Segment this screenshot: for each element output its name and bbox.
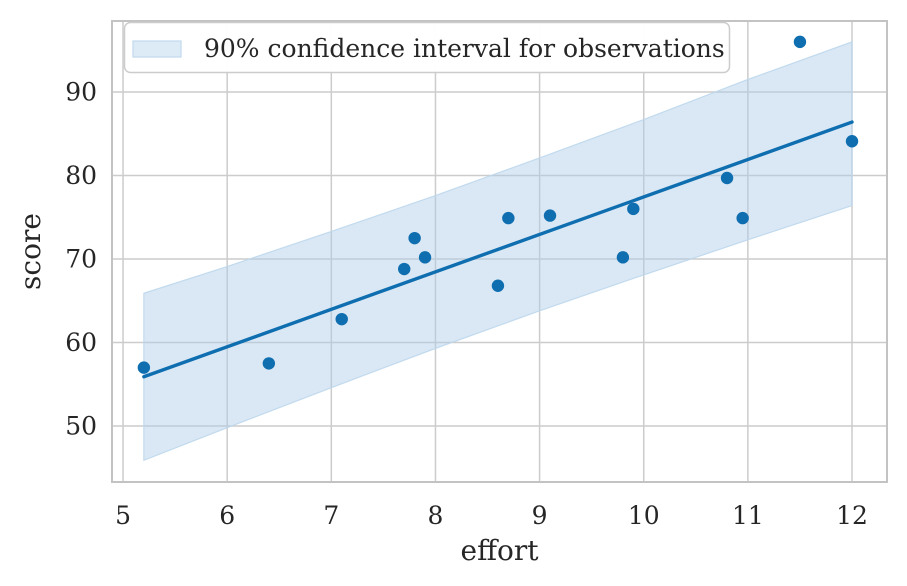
legend-swatch-confidence-band — [132, 40, 182, 58]
y-tick-label: 60 — [65, 328, 97, 357]
x-tick-label: 5 — [115, 501, 131, 530]
data-point — [627, 202, 640, 216]
x-tick-label: 12 — [836, 501, 868, 530]
data-point — [335, 312, 348, 326]
legend-box — [123, 21, 731, 74]
data-point — [793, 35, 807, 49]
y-tick-label: 70 — [65, 245, 97, 274]
regression-line — [142, 120, 854, 379]
plot-border — [111, 20, 888, 483]
y-tick-label: 80 — [65, 161, 97, 190]
x-tick-label: 7 — [323, 501, 339, 530]
data-point — [502, 211, 515, 225]
data-point — [736, 211, 749, 225]
y-tick-label: 50 — [65, 412, 97, 441]
data-point — [845, 135, 859, 148]
x-tick-label: 9 — [532, 501, 548, 530]
x-tick-label: 6 — [219, 501, 235, 530]
data-point — [262, 357, 276, 370]
data-point — [398, 262, 411, 276]
data-point — [491, 279, 505, 292]
data-point — [720, 171, 734, 185]
data-point — [543, 209, 557, 222]
y-tick-label: 90 — [65, 77, 97, 106]
data-point — [137, 361, 151, 374]
x-axis-label: effort — [461, 534, 540, 567]
x-tick-label: 10 — [628, 501, 660, 530]
data-point — [616, 251, 630, 264]
legend-label: 90% confidence interval for observations — [204, 34, 725, 63]
x-tick-label: 8 — [428, 501, 444, 530]
data-point — [418, 251, 432, 264]
x-tick-label: 11 — [732, 501, 764, 530]
y-axis-label: score — [14, 213, 47, 290]
data-point — [408, 231, 421, 245]
